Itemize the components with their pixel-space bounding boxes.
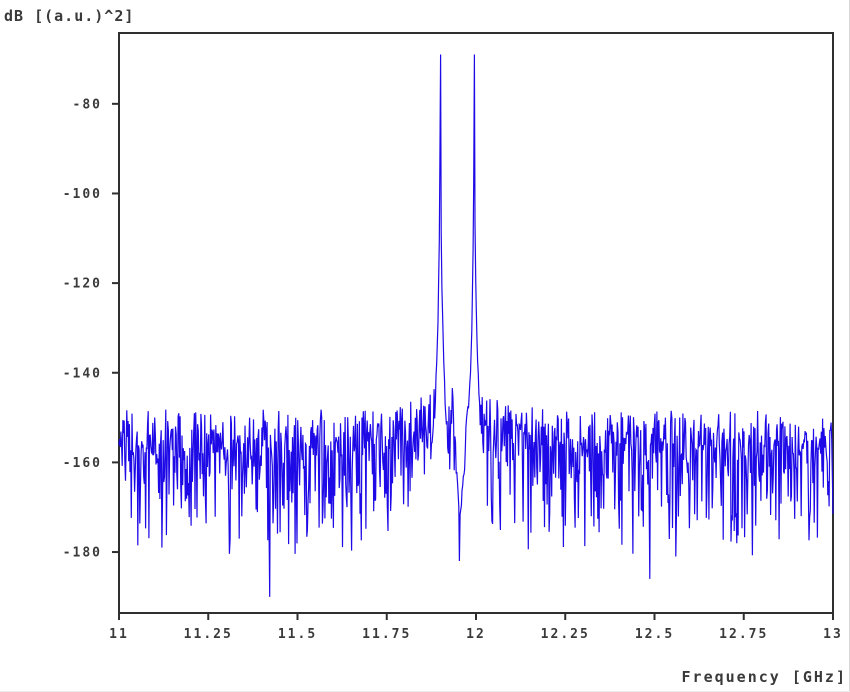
y-tick-label: -160 (63, 456, 102, 471)
y-tick-label: -100 (63, 187, 102, 202)
spectrum-line (118, 54, 834, 597)
y-tick-label: -140 (63, 366, 102, 381)
y-tick-label: -120 (63, 277, 102, 292)
x-tick-label: 13 (823, 627, 843, 642)
y-tick-label: -180 (63, 546, 102, 561)
x-tick-label: 11.25 (184, 627, 233, 642)
x-axis-title: Frequency [GHz] (681, 668, 847, 686)
x-tick-label: 12.25 (541, 627, 590, 642)
x-tick-label: 11 (109, 627, 129, 642)
x-tick-label: 12.5 (635, 627, 674, 642)
x-tick-label: 12.75 (719, 627, 768, 642)
y-tick-label: -80 (73, 97, 102, 112)
x-tick-label: 12 (466, 627, 486, 642)
x-tick-label: 11.75 (362, 627, 411, 642)
x-tick-label: 11.5 (278, 627, 317, 642)
y-axis-title: dB [(a.u.)^2] (4, 7, 135, 25)
